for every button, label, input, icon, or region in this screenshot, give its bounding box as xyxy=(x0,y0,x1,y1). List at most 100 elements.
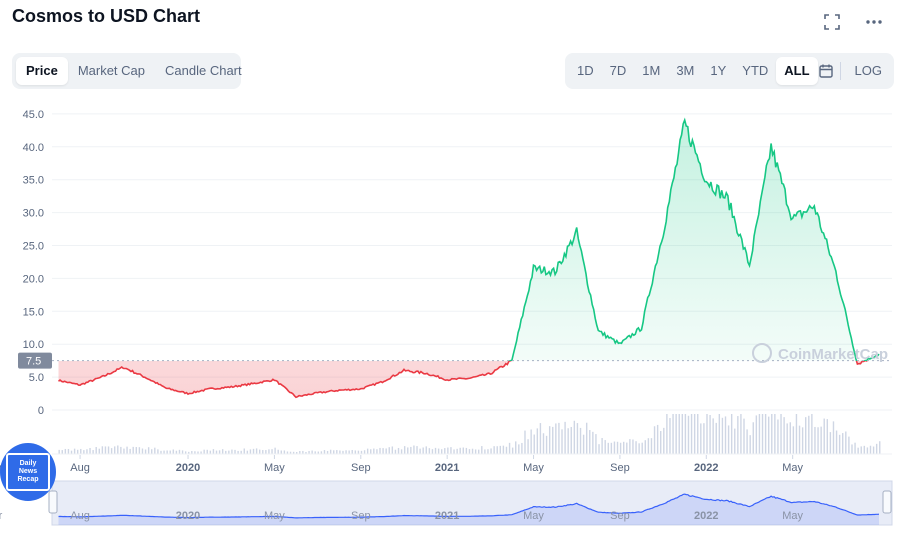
volume-bar xyxy=(292,451,295,454)
volume-bar xyxy=(403,446,406,454)
volume-bar xyxy=(493,446,495,454)
volume-bar xyxy=(798,425,801,454)
volume-bar xyxy=(376,449,378,454)
range-all-button[interactable]: ALL xyxy=(776,57,818,85)
badge-line-3: Recap xyxy=(17,476,39,483)
volume-bar xyxy=(610,442,613,454)
volume-bar xyxy=(582,434,585,454)
volume-bar xyxy=(123,448,125,454)
volume-bar xyxy=(829,432,832,454)
volume-bar xyxy=(416,446,418,454)
volume-bar xyxy=(382,448,384,454)
volume-bar xyxy=(718,414,721,454)
volume-bar xyxy=(135,447,137,454)
navigator-right-handle[interactable] xyxy=(882,490,892,514)
range-ytd-button[interactable]: YTD xyxy=(742,63,769,78)
x-tick-label: May xyxy=(782,462,803,474)
volume-bar xyxy=(163,450,165,454)
volume-bar xyxy=(842,433,844,454)
volume-bar xyxy=(410,446,412,454)
x-tick-label: Sep xyxy=(351,462,371,474)
volume-bar xyxy=(811,414,813,454)
volume-bar xyxy=(524,430,526,454)
x-tick-label: Sep xyxy=(610,462,630,474)
volume-bar xyxy=(869,445,872,454)
range-7d-button[interactable]: 7D xyxy=(609,63,627,78)
volume-bar xyxy=(474,449,477,454)
volume-bar xyxy=(838,434,841,454)
volume-bar xyxy=(212,449,215,454)
navigator-tick-label: May xyxy=(782,510,803,522)
volume-bar xyxy=(817,427,819,454)
volume-bar xyxy=(194,451,196,454)
volume-bar xyxy=(342,450,344,454)
volume-bar xyxy=(138,447,141,454)
more-options-icon[interactable] xyxy=(864,12,884,32)
volume-bar xyxy=(394,449,397,454)
volume-bar xyxy=(697,414,699,454)
navigator-tick-label: 2020 xyxy=(176,510,200,522)
fullscreen-icon[interactable] xyxy=(822,12,842,32)
log-scale-button[interactable]: LOG xyxy=(854,63,882,78)
x-tick-label: May xyxy=(523,462,544,474)
volume-bar xyxy=(700,423,702,454)
reference-label: 7.5 xyxy=(26,356,41,368)
volume-bar xyxy=(715,422,717,454)
calendar-icon[interactable] xyxy=(818,57,834,85)
volume-bar xyxy=(706,414,708,454)
volume-bar xyxy=(336,450,338,454)
volume-bar xyxy=(61,450,63,454)
y-tick-label: 40.0 xyxy=(23,142,44,154)
volume-bar xyxy=(218,450,221,454)
volume-bar xyxy=(752,422,754,454)
y-tick-label: 35.0 xyxy=(23,175,44,187)
tab-candle-chart[interactable]: Candle Chart xyxy=(165,63,242,78)
volume-bar xyxy=(379,447,381,454)
volume-bar xyxy=(160,450,162,454)
volume-bar xyxy=(712,418,714,454)
range-1m-button[interactable]: 1M xyxy=(642,63,661,78)
volume-bar xyxy=(323,450,326,454)
volume-bar xyxy=(650,438,653,454)
volume-bar xyxy=(169,450,171,454)
daily-news-recap-badge[interactable]: Daily News Recap xyxy=(0,443,56,501)
range-1d-button[interactable]: 1D xyxy=(577,63,594,78)
volume-bar xyxy=(314,451,316,454)
volume-bar xyxy=(567,428,569,454)
volume-bar xyxy=(172,449,175,454)
volume-bar xyxy=(434,447,437,454)
volume-bar xyxy=(601,438,603,454)
volume-bar xyxy=(613,441,616,454)
volume-bar xyxy=(666,414,668,454)
volume-bar xyxy=(456,448,458,454)
volume-bar xyxy=(339,450,341,454)
volume-bar xyxy=(511,447,514,454)
navigator-tick-label: Sep xyxy=(351,510,371,522)
x-tick-label: 2020 xyxy=(176,462,200,474)
volume-bar xyxy=(672,414,674,454)
volume-bar xyxy=(499,445,502,454)
range-1y-button[interactable]: 1Y xyxy=(710,63,727,78)
tab-price[interactable]: Price xyxy=(16,57,68,85)
navigator-left-handle[interactable] xyxy=(48,490,58,514)
volume-bar xyxy=(265,450,267,454)
reference-label-bg xyxy=(18,352,52,369)
volume-bar xyxy=(209,450,212,454)
volume-bar xyxy=(570,426,572,454)
volume-bar xyxy=(755,415,758,454)
volume-bar xyxy=(767,416,770,454)
volume-bar xyxy=(786,423,788,454)
volume-bar xyxy=(644,440,646,454)
volume-bar xyxy=(206,449,208,454)
navigator-tick-label: May xyxy=(523,510,544,522)
range-3m-button[interactable]: 3M xyxy=(676,63,695,78)
volume-bar xyxy=(357,450,360,454)
volume-bar xyxy=(126,446,128,454)
volume-bar xyxy=(635,441,637,454)
volume-bar xyxy=(221,449,224,454)
volume-bar xyxy=(459,447,461,454)
volume-bar xyxy=(684,414,687,454)
volume-bar xyxy=(370,449,372,454)
tab-market-cap[interactable]: Market Cap xyxy=(77,63,146,78)
x-tick-label: 2021 xyxy=(435,462,459,474)
